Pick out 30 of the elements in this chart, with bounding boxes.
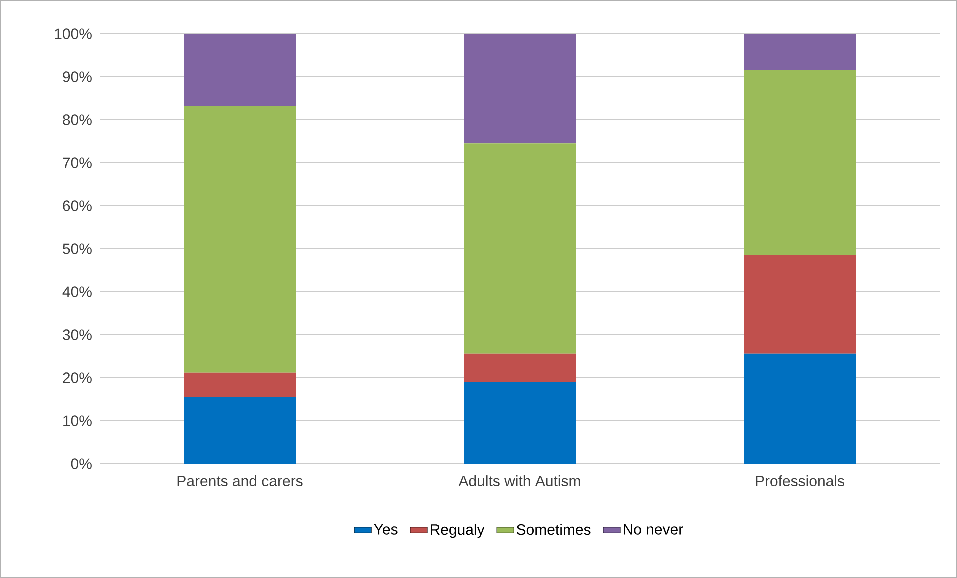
x-tick-label: Professionals [756,476,844,487]
bar [464,382,576,464]
legend-label: Sometimes [516,524,591,536]
legend-label: No never [624,524,684,535]
y-tick-label: 60% [63,200,92,212]
bar [744,354,856,464]
y-tick-label: 40% [62,286,92,298]
y-tick-label: 80% [63,114,92,126]
bar [744,255,856,354]
y-tick-label: 0% [71,458,92,470]
bar [464,144,576,354]
bar [184,372,296,398]
y-tick-label: 10% [64,416,92,426]
y-tick-label: 30% [63,330,92,340]
y-tick-label: 50% [63,244,92,254]
y-tick-label: 70% [63,158,92,168]
x-tick-label: Adults with Autism [458,476,580,487]
bar [464,354,576,382]
bar [184,34,296,106]
bar [184,106,296,373]
x-tick-label: Parents and carers [178,476,303,487]
bar [464,34,576,144]
bar [184,397,296,464]
y-tick-label: 20% [63,372,92,384]
bar [744,70,856,256]
bar [744,34,856,71]
y-tick-label: 100% [55,28,92,40]
y-tick-label: 90% [63,72,92,82]
legend-label: Regualy [431,524,485,538]
legend-label: Yes [374,524,398,535]
